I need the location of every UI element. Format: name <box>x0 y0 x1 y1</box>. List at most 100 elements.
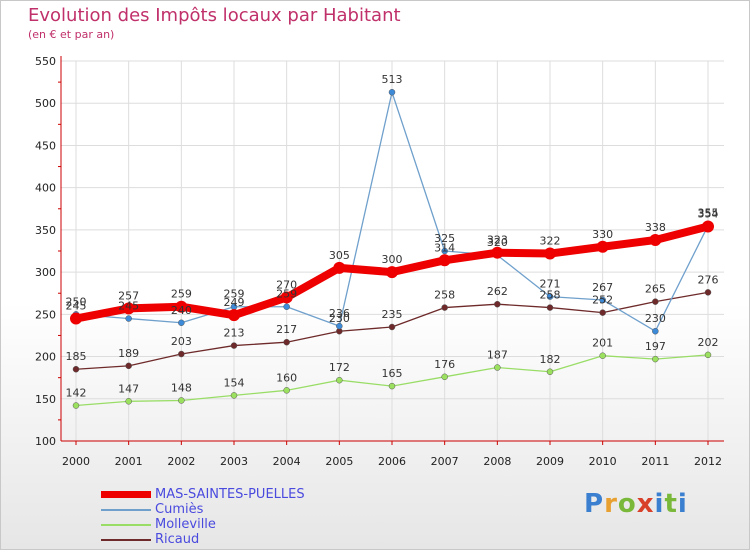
data-point-0-6 <box>386 266 398 279</box>
data-label-3-8: 262 <box>487 285 508 298</box>
legend-label: Molleville <box>155 517 216 532</box>
data-point-2-3 <box>230 392 238 399</box>
data-point-2-10 <box>599 352 606 359</box>
data-point-1-10 <box>599 296 606 304</box>
data-point-1-11 <box>652 327 659 335</box>
data-point-2-5 <box>336 376 343 384</box>
data-label-1-11: 230 <box>645 312 666 325</box>
data-label-2-10: 201 <box>592 337 613 350</box>
data-label-2-12: 202 <box>698 336 719 349</box>
data-label-3-4: 217 <box>276 323 297 336</box>
data-label-2-11: 197 <box>645 340 666 353</box>
legend-item-ricaud: Ricaud <box>101 532 199 547</box>
data-point-3-6 <box>388 323 396 331</box>
data-label-3-10: 252 <box>592 294 613 307</box>
data-label-1-1: 245 <box>118 300 139 313</box>
data-point-3-2 <box>178 350 185 358</box>
data-label-2-2: 148 <box>171 381 192 394</box>
data-label-3-5: 230 <box>329 312 350 325</box>
legend-item-mas-saintes-puelles: MAS-SAINTES-PUELLES <box>101 487 305 502</box>
data-label-0-7: 314 <box>434 241 455 254</box>
x-tick-label: 2010 <box>589 455 617 468</box>
data-label-2-1: 147 <box>118 382 139 395</box>
legend-swatch <box>101 508 151 511</box>
legend-label: Ricaud <box>155 532 200 547</box>
x-tick-label: 2002 <box>167 455 195 468</box>
data-label-0-2: 259 <box>171 288 192 301</box>
x-tick-label: 2008 <box>483 455 511 468</box>
data-point-3-9 <box>546 304 554 311</box>
data-point-1-5 <box>336 322 343 330</box>
data-label-0-8: 323 <box>487 234 508 247</box>
data-point-0-7 <box>438 254 451 267</box>
data-label-0-3: 249 <box>224 296 245 309</box>
legend-label: MAS-SAINTES-PUELLES <box>155 487 305 502</box>
y-tick-label: 500 <box>35 97 56 110</box>
x-tick-label: 2007 <box>431 455 459 468</box>
data-point-3-3 <box>230 342 238 349</box>
y-tick-label: 400 <box>35 182 56 195</box>
x-tick-label: 2011 <box>641 455 669 468</box>
data-label-0-1: 257 <box>118 289 139 302</box>
y-tick-label: 150 <box>35 393 56 406</box>
data-point-1-7 <box>441 247 448 255</box>
data-label-3-9: 258 <box>540 289 561 302</box>
data-point-0-0 <box>70 312 82 325</box>
data-label-1-0: 250 <box>66 295 87 308</box>
data-label-1-3: 259 <box>224 288 245 301</box>
y-tick-label: 550 <box>35 55 56 68</box>
legend-swatch <box>101 523 151 526</box>
data-point-2-12 <box>704 351 712 359</box>
data-point-1-6 <box>388 88 396 96</box>
data-label-1-9: 271 <box>540 278 561 291</box>
data-point-1-1 <box>125 315 132 322</box>
data-label-2-6: 165 <box>382 367 403 380</box>
data-label-1-4: 259 <box>276 288 297 301</box>
data-point-0-9 <box>544 247 556 260</box>
data-label-0-12: 354 <box>698 208 719 221</box>
data-label-2-4: 160 <box>276 371 297 384</box>
data-point-0-4 <box>280 291 293 304</box>
data-label-1-5: 236 <box>329 307 350 320</box>
data-label-1-2: 240 <box>171 304 192 317</box>
legend-item-molleville: Molleville <box>101 517 216 532</box>
data-point-3-8 <box>494 300 501 308</box>
data-point-2-8 <box>494 364 501 371</box>
data-label-3-2: 203 <box>171 335 192 348</box>
legend-swatch <box>101 491 151 498</box>
data-point-2-9 <box>546 368 554 376</box>
data-point-0-10 <box>596 240 609 253</box>
data-point-3-11 <box>652 298 659 305</box>
data-point-0-12 <box>702 220 714 233</box>
data-label-3-1: 189 <box>118 347 139 360</box>
data-label-0-10: 330 <box>592 228 613 241</box>
data-label-0-5: 305 <box>329 249 350 262</box>
data-label-3-0: 185 <box>66 350 87 363</box>
x-tick-label: 2001 <box>115 455 143 468</box>
data-label-0-6: 300 <box>382 253 403 266</box>
data-label-0-4: 270 <box>276 278 297 291</box>
data-point-2-11 <box>652 355 659 363</box>
data-point-1-4 <box>283 303 290 310</box>
data-label-1-10: 267 <box>592 281 613 294</box>
data-label-1-12: 355 <box>698 207 719 220</box>
y-tick-label: 100 <box>35 435 56 448</box>
data-point-3-4 <box>283 338 290 346</box>
data-point-0-8 <box>491 246 504 259</box>
data-point-3-12 <box>704 289 712 296</box>
data-point-3-7 <box>441 304 448 311</box>
data-point-0-2 <box>175 300 188 313</box>
legend-swatch <box>101 538 151 541</box>
y-tick-label: 450 <box>35 139 56 152</box>
data-label-2-5: 172 <box>329 361 350 374</box>
data-point-1-2 <box>178 319 185 327</box>
data-label-1-7: 325 <box>434 232 455 245</box>
proxiti-logo: Proxiti <box>584 489 688 519</box>
data-label-3-11: 265 <box>645 283 666 296</box>
legend-label: Cumiès <box>155 502 204 517</box>
data-label-2-8: 187 <box>487 349 508 362</box>
data-label-2-0: 142 <box>66 387 87 400</box>
data-point-0-5 <box>333 261 346 274</box>
